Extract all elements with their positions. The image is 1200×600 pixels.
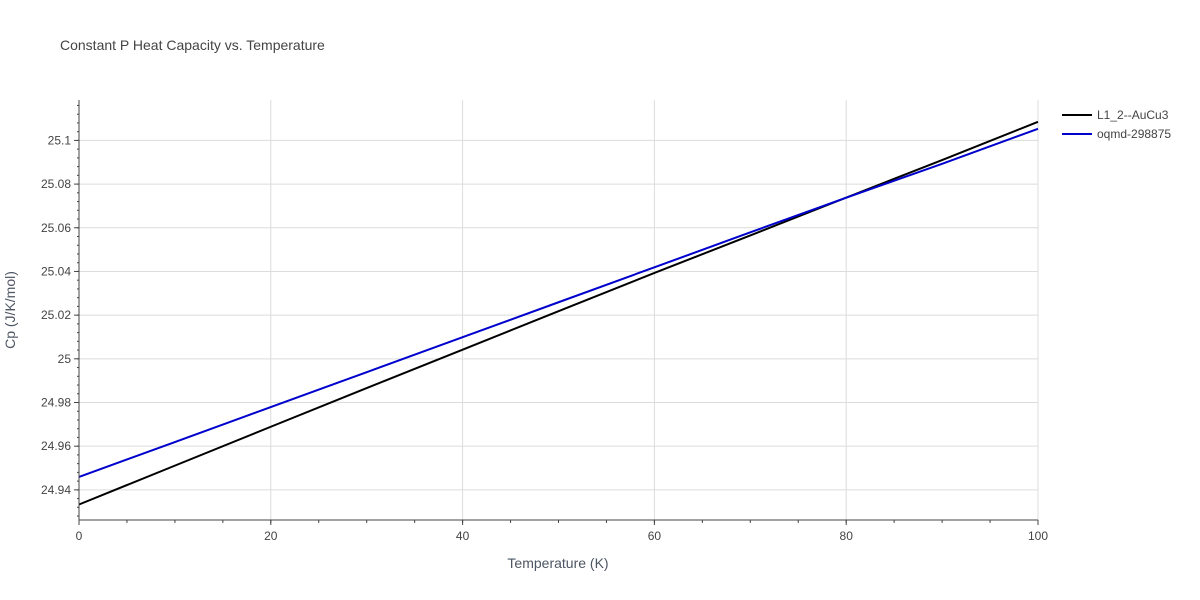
x-tick-label: 80 [840, 529, 854, 543]
x-axis-title: Temperature (K) [507, 555, 608, 571]
grid-layer [79, 100, 1039, 520]
axes-layer: 24.94 24.96 24.98 25 25.02 25.04 25.06 25.08 25.… [41, 100, 1048, 543]
y-tick-label: 25.1 [48, 133, 72, 147]
x-tick-label: 20 [264, 529, 278, 543]
x-tick-label: 60 [648, 529, 662, 543]
x-tick-label: 100 [1028, 529, 1048, 543]
y-tick-label: 25.08 [41, 177, 71, 191]
y-tick-label: 24.96 [41, 439, 71, 453]
chart-title: Constant P Heat Capacity vs. Temperature [60, 37, 325, 53]
series-layer [78, 120, 1039, 506]
y-tick-label: 24.94 [41, 483, 71, 497]
y-axis-title: Cp (J/K/mol) [2, 271, 18, 349]
x-tick-label: 0 [76, 529, 83, 543]
legend: L1_2--AuCu3 oqmd-298875 [1062, 108, 1171, 141]
y-tick-label: 25.02 [41, 308, 71, 322]
legend-label: oqmd-298875 [1097, 127, 1171, 141]
series-line [78, 120, 1039, 506]
legend-label: L1_2--AuCu3 [1097, 108, 1169, 122]
series-line [78, 127, 1039, 478]
y-tick-label: 25.04 [41, 264, 71, 278]
y-tick-label: 25.06 [41, 221, 71, 235]
y-tick-label: 25 [58, 352, 72, 366]
x-tick-label: 40 [456, 529, 470, 543]
y-tick-label: 24.98 [41, 395, 71, 409]
